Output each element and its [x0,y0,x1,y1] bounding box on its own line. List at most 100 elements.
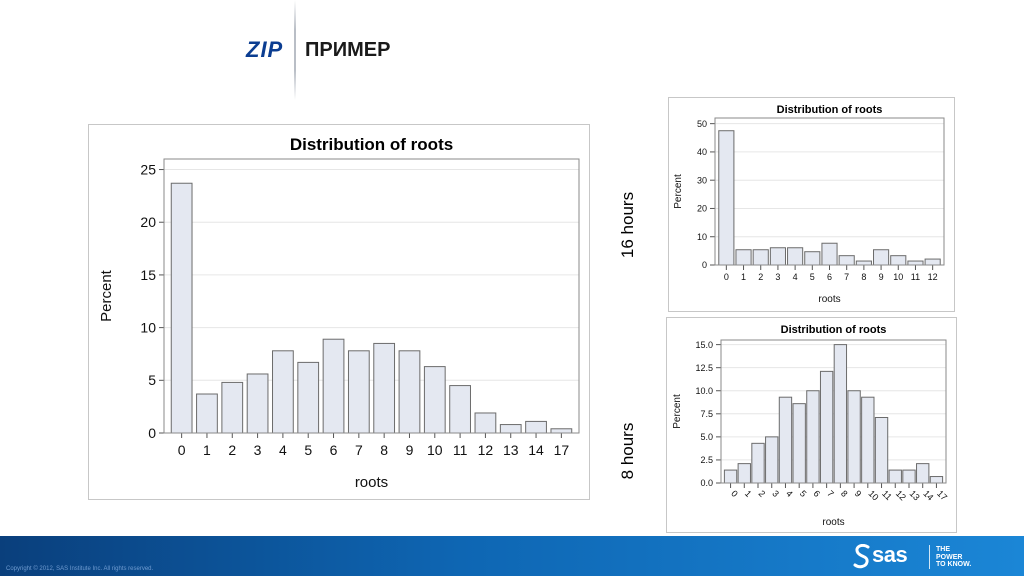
chart-title: Distribution of roots [290,135,453,154]
brand-tagline: THE POWER TO KNOW. [936,546,971,569]
bar [890,255,907,266]
x-tick-label: 11 [453,442,468,458]
x-tick-label: 1 [743,488,754,499]
bar [246,373,269,434]
chart-8-hours: Distribution of roots 0.0 2.5 5.0 7.5 10.0 12.… [666,317,957,533]
bar [888,469,902,484]
bar [804,251,821,266]
sas-logo-icon [853,544,870,569]
bar [907,260,924,266]
y-axis-label: Percent [673,174,684,209]
x-tick-label: 14 [921,488,935,502]
chart-title: Distribution of roots [781,324,887,336]
bar [272,350,294,434]
x-tick-label: 6 [827,272,832,282]
plot-border [720,339,947,484]
bar [821,242,838,266]
x-tick-label: 7 [844,272,849,282]
x-tick-label: 14 [528,442,544,458]
label-8-hours: 8 hours [618,422,637,480]
x-tick-label: 6 [330,442,338,458]
x-tick-label: 0 [178,442,186,458]
y-tick-label: 20 [140,214,156,230]
bar [449,385,471,434]
bar [398,350,421,434]
x-tick-label: 4 [279,442,287,458]
bar [847,390,861,484]
y-tick-label: 0 [702,260,707,270]
x-tick-label: 10 [893,272,903,282]
tagline-line-2: POWER [936,553,963,561]
bar [778,396,793,484]
tagline-line-3: TO KNOW. [936,561,972,568]
y-tick-label: 40 [697,147,707,157]
y-tick-label: 10 [697,232,707,242]
main-chart: Distribution of roots 0 5 10 15 20 25 0 1 2 3 4 5 6 7 8… [88,124,590,500]
x-tick-label: 1 [741,272,746,282]
x-tick-label: 10 [866,488,880,502]
x-tick-label: 1 [203,442,211,458]
y-tick-label: 50 [697,119,707,129]
x-tick-label: 12 [894,488,908,502]
x-axis-label: roots [818,294,840,305]
y-tick-label: 15.0 [695,340,713,350]
brand-separator [929,545,930,569]
bar [723,469,738,484]
x-tick-label: 0 [729,488,740,499]
x-tick-label: 8 [861,272,866,282]
x-axis-label: roots [355,474,388,491]
bar [924,258,941,266]
plot-border [714,117,945,266]
x-tick-label: 8 [839,488,850,499]
bar [499,424,522,434]
x-tick-label: 4 [784,488,795,499]
x-tick-label: 5 [304,442,312,458]
bar [833,344,848,484]
plot-border [163,158,580,434]
y-tick-label: 10 [140,320,156,336]
label-16-hours: 16 hours [618,191,637,259]
x-tick-label: 0 [724,272,729,282]
bar [873,249,890,266]
bar [322,338,345,434]
bar [861,396,875,484]
x-tick-label: 12 [928,272,938,282]
x-tick-label: 5 [798,488,809,499]
bar [787,247,804,266]
x-tick-label: 8 [380,442,388,458]
bar [916,463,930,484]
x-tick-label: 2 [757,488,768,499]
y-tick-label: 12.5 [695,363,713,373]
header-divider [294,0,296,100]
x-tick-label: 5 [810,272,815,282]
bar [751,442,765,484]
chart-title: Distribution of roots [777,104,883,116]
chart-svg: Distribution of roots 0.0 2.5 5.0 7.5 10.0 12.… [672,324,949,528]
y-tick-label: 0.0 [700,478,713,488]
bar [855,260,872,266]
x-tick-label: 3 [770,488,781,499]
bar [792,403,806,484]
x-tick-label: 10 [427,442,443,458]
x-tick-label: 3 [775,272,780,282]
y-tick-label: 0 [148,425,156,441]
chart-16-hours: Distribution of roots 0 10 20 30 40 50 0 1 2 3 4 5 6 7… [668,97,955,312]
x-tick-label: 9 [853,488,864,499]
tagline-line-1: THE [936,546,950,553]
x-tick-label: 9 [879,272,884,282]
y-tick-label: 10.0 [695,386,713,396]
bar [769,247,786,266]
x-tick-label: 9 [406,442,414,458]
bar [765,436,779,484]
x-tick-label: 11 [911,272,920,282]
x-tick-label: 7 [355,442,363,458]
y-axis-label: Percent [672,394,683,429]
y-tick-label: 20 [697,204,707,214]
bar [170,182,193,434]
x-tick-label: 13 [503,442,519,458]
x-tick-label: 11 [880,488,894,502]
bar [525,420,547,434]
x-tick-label: 17 [935,488,949,502]
